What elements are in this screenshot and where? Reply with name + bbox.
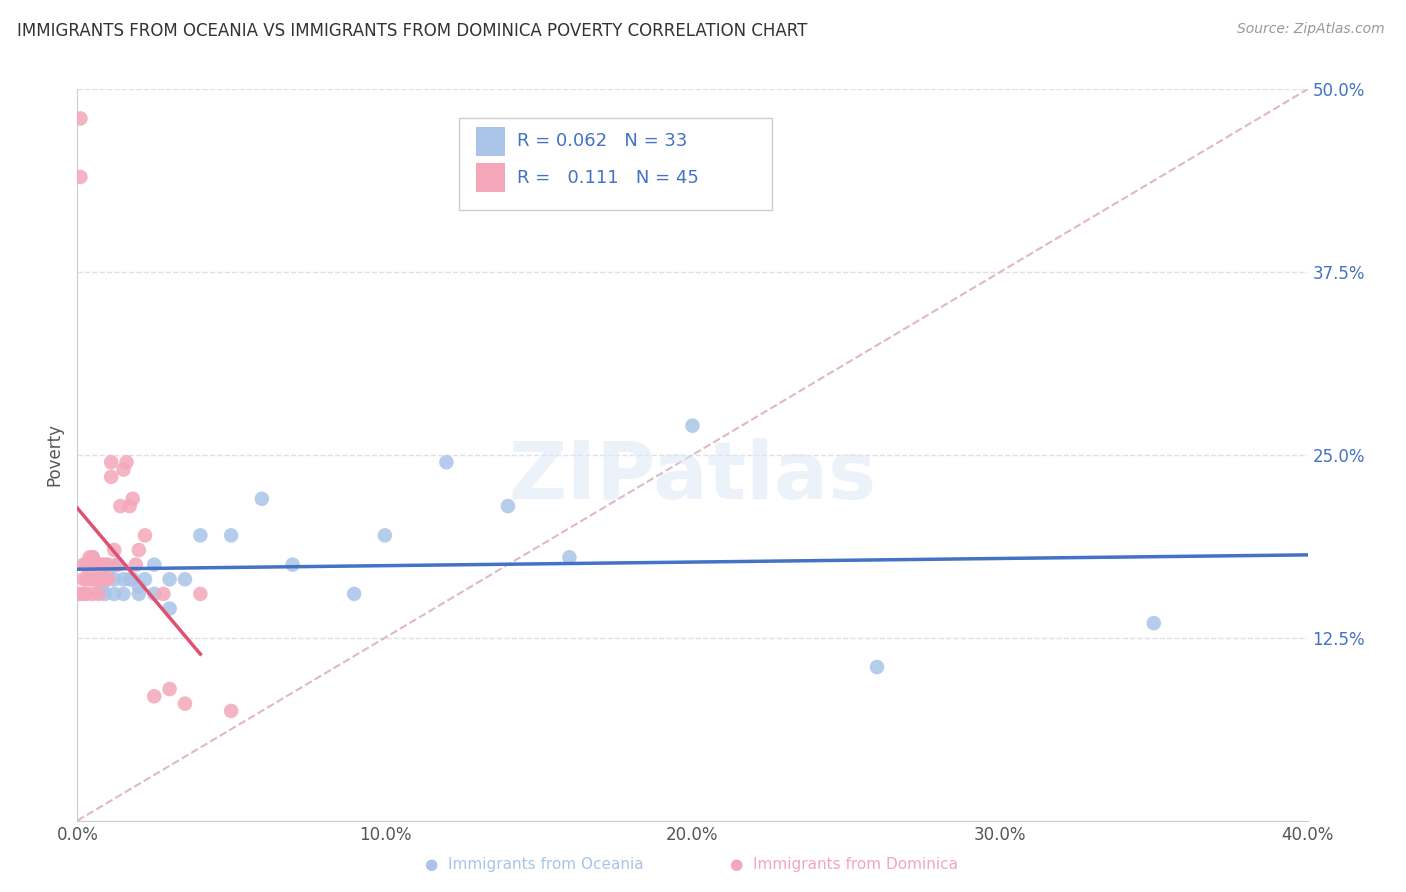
FancyBboxPatch shape <box>477 127 506 156</box>
Point <box>188 528 212 542</box>
Point <box>100 470 122 484</box>
Point <box>76 572 98 586</box>
Point <box>121 572 143 586</box>
Point <box>143 558 166 572</box>
Point <box>69 112 91 126</box>
Point <box>103 572 125 586</box>
Point <box>72 572 94 586</box>
Point <box>152 587 174 601</box>
FancyBboxPatch shape <box>458 119 772 210</box>
Point <box>219 704 242 718</box>
Point <box>496 499 519 513</box>
Point <box>79 558 101 572</box>
Point <box>82 558 104 572</box>
Point <box>143 690 166 704</box>
Point <box>103 587 125 601</box>
Point <box>87 558 110 572</box>
Point <box>143 587 166 601</box>
Point <box>112 462 135 476</box>
Point <box>67 587 90 601</box>
Point <box>682 418 704 433</box>
Point <box>69 169 91 184</box>
Point <box>128 587 150 601</box>
Point <box>72 587 94 601</box>
Point <box>84 572 107 586</box>
Point <box>115 455 138 469</box>
Point <box>134 528 156 542</box>
Point <box>174 572 197 586</box>
Point <box>79 550 101 565</box>
Point <box>112 587 135 601</box>
FancyBboxPatch shape <box>477 163 506 193</box>
Point <box>159 681 181 696</box>
Point <box>343 587 366 601</box>
Text: R =   0.111   N = 45: R = 0.111 N = 45 <box>516 169 699 186</box>
Point <box>128 580 150 594</box>
Point <box>94 572 117 586</box>
Point <box>94 558 117 572</box>
Point <box>134 572 156 586</box>
Point <box>374 528 396 542</box>
Point <box>87 587 110 601</box>
Point <box>159 572 181 586</box>
Point <box>188 587 212 601</box>
Point <box>76 587 98 601</box>
Point <box>118 499 141 513</box>
Point <box>97 572 120 586</box>
Text: R = 0.062   N = 33: R = 0.062 N = 33 <box>516 132 688 150</box>
Point <box>82 550 104 565</box>
Point <box>125 558 148 572</box>
Text: IMMIGRANTS FROM OCEANIA VS IMMIGRANTS FROM DOMINICA POVERTY CORRELATION CHART: IMMIGRANTS FROM OCEANIA VS IMMIGRANTS FR… <box>17 22 807 40</box>
Point <box>219 528 242 542</box>
Point <box>110 499 132 513</box>
Point <box>103 543 125 558</box>
Point <box>100 455 122 469</box>
Point <box>87 572 110 586</box>
Point <box>97 565 120 579</box>
Point <box>866 660 889 674</box>
Point <box>105 558 128 572</box>
Point <box>121 491 143 506</box>
Point <box>90 558 114 572</box>
Point <box>90 580 114 594</box>
Point <box>250 491 273 506</box>
Point <box>436 455 458 469</box>
Text: ZIPatlas: ZIPatlas <box>509 438 876 516</box>
Y-axis label: Poverty: Poverty <box>45 424 63 486</box>
Point <box>94 587 117 601</box>
Point <box>174 697 197 711</box>
Point <box>128 543 150 558</box>
Point <box>87 572 110 586</box>
Point <box>118 572 141 586</box>
Point <box>558 550 581 565</box>
Point <box>112 572 135 586</box>
Point <box>159 601 181 615</box>
Point <box>76 558 98 572</box>
Point <box>84 558 107 572</box>
Point <box>82 550 104 565</box>
Point <box>1143 616 1166 631</box>
Point <box>97 558 120 572</box>
Point <box>82 587 104 601</box>
Text: ●  Immigrants from Oceania: ● Immigrants from Oceania <box>425 857 644 872</box>
Point <box>72 558 94 572</box>
Point <box>281 558 304 572</box>
Text: Source: ZipAtlas.com: Source: ZipAtlas.com <box>1237 22 1385 37</box>
Point <box>82 572 104 586</box>
Point <box>79 572 101 586</box>
Point <box>76 558 98 572</box>
Point <box>105 558 128 572</box>
Point <box>90 572 114 586</box>
Text: ●  Immigrants from Dominica: ● Immigrants from Dominica <box>730 857 957 872</box>
